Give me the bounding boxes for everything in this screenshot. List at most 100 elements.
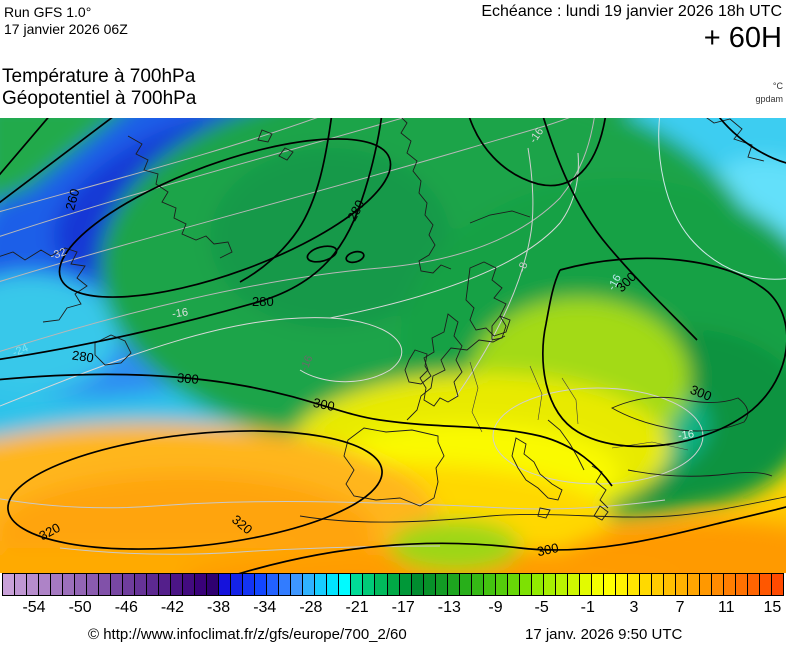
colorbar-cell: [315, 574, 328, 595]
colorbar-cell: [99, 574, 112, 595]
colorbar-cell: [483, 574, 496, 595]
colorbar-cell: [195, 574, 208, 595]
colorbar-cell: [507, 574, 520, 595]
colorbar-cell: [615, 574, 628, 595]
run-info: Run GFS 1.0° 17 janvier 2026 06Z: [4, 4, 128, 38]
temperature-field-blobs: [0, 118, 786, 573]
iso-label-minus16: -16: [171, 306, 188, 320]
colorbar-tick-label: -42: [160, 599, 184, 616]
colorbar-cell: [63, 574, 76, 595]
colorbar-tick-label: 3: [629, 599, 639, 616]
colorbar-cell: [675, 574, 688, 595]
colorbar-cell: [183, 574, 196, 595]
parameter-title: Température à 700hPa Géopotentiel à 700h…: [2, 66, 196, 110]
colorbar-cell: [111, 574, 124, 595]
colorbar-cell: [447, 574, 460, 595]
geopotential-contours: [0, 118, 786, 573]
colorbar-cell: [687, 574, 700, 595]
colorbar-cell: [423, 574, 436, 595]
colorbar-cell: [123, 574, 136, 595]
weather-map-canvas: 260 280 280 280 300 300 300 300 300 320 …: [0, 118, 786, 573]
forecast-offset-label: + 60H: [703, 22, 782, 54]
geo-label-300: 300: [176, 370, 199, 387]
colorbar-cell: [772, 574, 784, 595]
colorbar-cell: [15, 574, 28, 595]
colorbar-cell: [639, 574, 652, 595]
colorbar-cell: [51, 574, 64, 595]
colorbar-tick-label: -21: [345, 599, 369, 616]
colorbar-cell: [255, 574, 268, 595]
colorbar-tick-label: 11: [717, 599, 735, 616]
colorbar-tick-label: -28: [299, 599, 323, 616]
colorbar-cell: [279, 574, 292, 595]
colorbar-tick-label: -54: [22, 599, 46, 616]
colorbar-tick-label: -38: [207, 599, 231, 616]
colorbar-cell: [375, 574, 388, 595]
iso-label-minus16: -16: [677, 428, 694, 442]
colorbar-cell: [651, 574, 664, 595]
colorbar-cell: [759, 574, 772, 595]
colorbar-tick-label: -50: [68, 599, 92, 616]
unit-geo-label: gpdam: [755, 94, 783, 104]
colorbar-cell: [87, 574, 100, 595]
colorbar-cell: [543, 574, 556, 595]
colorbar-cell: [351, 574, 364, 595]
colorbar-cell: [387, 574, 400, 595]
colorbar-tick-label: 15: [763, 599, 782, 616]
colorbar-tick-label: 7: [675, 599, 685, 616]
generation-datetime: 17 janv. 2026 9:50 UTC: [525, 626, 683, 643]
colorbar-cell: [735, 574, 748, 595]
colorbar-cell: [231, 574, 244, 595]
colorbar-tick-label: -46: [114, 599, 138, 616]
geopotential-labels: 260 280 280 280 300 300 300 300 300 320 …: [37, 187, 714, 559]
colorbar-cell: [555, 574, 568, 595]
valid-time-label: Echéance : lundi 19 janvier 2026 18h UTC: [481, 3, 782, 20]
colorbar-tick-label: -13: [437, 599, 461, 616]
iso-label-minus24: -24: [11, 342, 30, 359]
colorbar-cell: [591, 574, 604, 595]
colorbar-cell: [207, 574, 220, 595]
colorbar-cell: [567, 574, 580, 595]
colorbar-tick-label: -5: [534, 599, 549, 616]
units-labels: °C gpdam: [755, 80, 783, 106]
colorbar-cell: [627, 574, 640, 595]
colorbar-cell: [303, 574, 316, 595]
colorbar-tick-label: -1: [580, 599, 595, 616]
colorbar-cell: [75, 574, 88, 595]
colorbar-cell: [603, 574, 616, 595]
colorbar-cell: [171, 574, 184, 595]
colorbar-cell: [291, 574, 304, 595]
run-model-label: Run GFS 1.0°: [4, 4, 92, 20]
geo-label-280: 280: [71, 348, 95, 366]
colorbar-cell: [39, 574, 52, 595]
colorbar-cell: [219, 574, 232, 595]
iso-label-minus8: -8: [516, 261, 530, 274]
parameter-geopotential-label: Géopotentiel à 700hPa: [2, 88, 197, 109]
geo-label-300: 300: [536, 540, 560, 559]
colorbar-cell: [327, 574, 340, 595]
colorbar-cell: [243, 574, 256, 595]
colorbar-cell: [495, 574, 508, 595]
colorbar-cell: [147, 574, 160, 595]
copyright-url: © http://www.infoclimat.fr/z/gfs/europe/…: [88, 626, 407, 643]
colorbar-tick-label: -34: [253, 599, 277, 616]
iso-label-minus32: -32: [49, 246, 68, 262]
colorbar-cell: [663, 574, 676, 595]
colorbar-ticks: -54 -50 -46 -42 -38 -34 -28 -21 -17 -13 -9 -5 -1 3 7 11…: [0, 599, 786, 621]
colorbar-cell: [159, 574, 172, 595]
colorbar-cell: [411, 574, 424, 595]
run-date-label: 17 janvier 2026 06Z: [4, 21, 128, 37]
colorbar-cell: [27, 574, 40, 595]
colorbar-cell: [339, 574, 352, 595]
colorbar-cell: [711, 574, 724, 595]
geo-label-260: 260: [62, 187, 82, 212]
colorbar-cell: [435, 574, 448, 595]
unit-temp-label: °C: [772, 81, 783, 91]
colorbar-cell: [531, 574, 544, 595]
colorbar-cell: [579, 574, 592, 595]
colorbar-cell: [699, 574, 712, 595]
colorbar-cell: [747, 574, 760, 595]
colorbar-cell: [723, 574, 736, 595]
iso-label-minus16: -16: [298, 354, 315, 373]
